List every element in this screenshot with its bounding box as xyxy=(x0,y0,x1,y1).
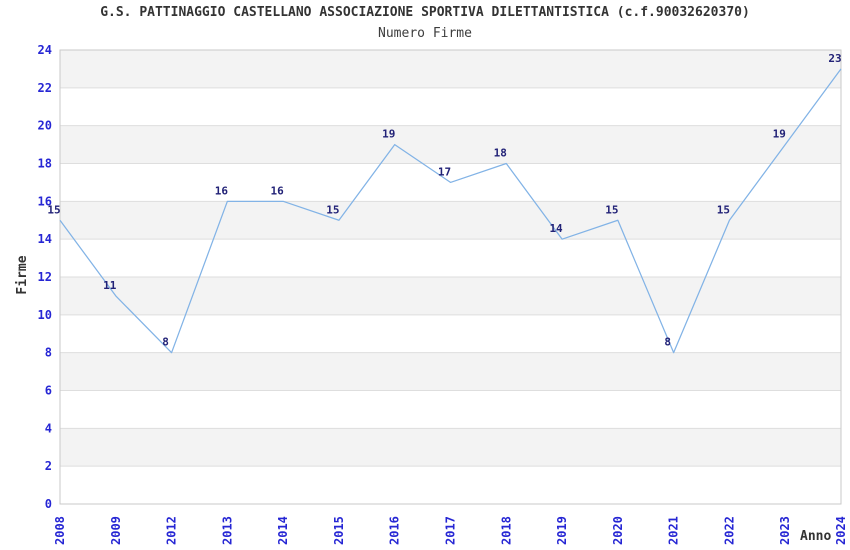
plot-band xyxy=(60,87,841,126)
data-point-label: 8 xyxy=(664,336,671,349)
x-tick-label: 2023 xyxy=(778,516,792,545)
data-line xyxy=(59,68,842,354)
plot-band xyxy=(60,352,841,391)
x-tick-label: 2009 xyxy=(109,516,123,545)
x-axis-title: Anno xyxy=(800,529,832,544)
data-point-label: 15 xyxy=(47,203,60,216)
y-tick-label: 4 xyxy=(45,421,52,435)
data-point-label: 15 xyxy=(717,203,730,216)
y-tick-label: 24 xyxy=(38,43,52,57)
y-tick-label: 10 xyxy=(38,308,52,322)
chart-title: G.S. PATTINAGGIO CASTELLANO ASSOCIAZIONE… xyxy=(100,5,750,20)
x-tick-label: 2018 xyxy=(499,516,513,545)
data-point-label: 14 xyxy=(549,222,563,235)
data-point-label: 19 xyxy=(382,128,395,141)
x-tick-label: 2015 xyxy=(332,516,346,545)
plot-band xyxy=(60,466,841,504)
data-point-label: 18 xyxy=(494,147,507,160)
y-tick-label: 20 xyxy=(38,119,52,133)
data-point-label: 17 xyxy=(438,165,451,178)
x-tick-label: 2014 xyxy=(276,516,290,545)
x-tick-label: 2020 xyxy=(611,516,625,545)
data-point-label: 23 xyxy=(828,52,841,65)
data-point-label: 19 xyxy=(773,128,786,141)
plot-band xyxy=(60,50,841,88)
y-tick-label: 18 xyxy=(38,157,52,171)
x-tick-label: 2013 xyxy=(220,516,234,545)
plot-band xyxy=(60,201,841,240)
data-point-label: 8 xyxy=(162,336,169,349)
plot-band xyxy=(60,428,841,467)
plot-band xyxy=(60,390,841,429)
plot-band xyxy=(60,314,841,353)
chart-subtitle: Numero Firme xyxy=(378,26,472,41)
data-point-label: 15 xyxy=(326,203,339,216)
plot-border xyxy=(59,49,842,505)
data-point-label: 16 xyxy=(215,184,229,197)
y-tick-label: 2 xyxy=(45,459,52,473)
y-tick-label: 8 xyxy=(45,346,52,360)
y-tick-label: 12 xyxy=(38,270,52,284)
x-tick-label: 2012 xyxy=(165,516,179,545)
plot-band xyxy=(60,277,841,315)
plot-band xyxy=(60,125,841,164)
data-point-label: 15 xyxy=(605,203,618,216)
data-point-label: 11 xyxy=(103,279,117,292)
y-tick-label: 16 xyxy=(38,194,52,208)
y-tick-label: 6 xyxy=(45,384,52,398)
x-tick-label: 2017 xyxy=(444,516,458,545)
y-tick-label: 0 xyxy=(45,497,52,511)
data-point-label: 16 xyxy=(271,184,285,197)
y-tick-label: 14 xyxy=(38,232,52,246)
plot-band xyxy=(60,239,841,277)
x-tick-label: 2022 xyxy=(722,516,736,545)
x-tick-label: 2024 xyxy=(834,516,848,545)
x-tick-label: 2019 xyxy=(555,516,569,545)
x-tick-label: 2016 xyxy=(388,516,402,545)
x-tick-label: 2008 xyxy=(53,516,67,545)
x-tick-label: 2021 xyxy=(667,516,681,545)
y-tick-label: 22 xyxy=(38,81,52,95)
